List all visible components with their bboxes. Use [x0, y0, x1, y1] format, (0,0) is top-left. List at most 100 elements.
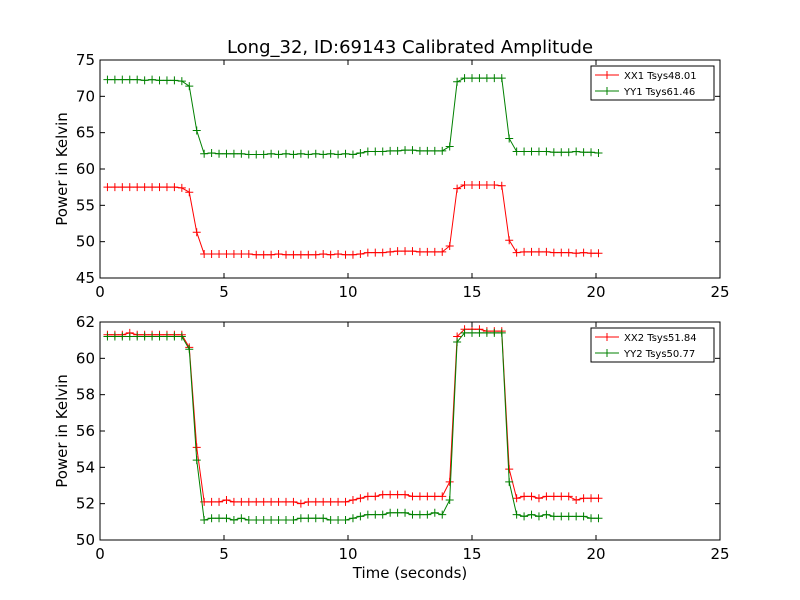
y-tick-label: 50 [76, 531, 95, 549]
data-point-marker [579, 494, 588, 503]
data-point-marker [348, 496, 357, 505]
data-point-marker [594, 514, 603, 523]
chart-title: Long_32, ID:69143 Calibrated Amplitude [227, 37, 593, 58]
data-point-marker [423, 146, 432, 155]
data-point-marker [334, 516, 343, 525]
data-point-marker [542, 247, 551, 256]
data-point-marker [378, 490, 387, 499]
data-point-marker [542, 147, 551, 156]
x-tick-label: 0 [95, 283, 105, 301]
data-point-marker [229, 516, 238, 525]
x-tick-label: 25 [710, 545, 729, 563]
legend-box [590, 65, 715, 101]
y-tick-label: 62 [76, 313, 95, 331]
data-point-marker [438, 510, 447, 519]
data-point-marker [192, 228, 201, 237]
data-point-marker [259, 516, 268, 525]
data-point-marker [497, 328, 506, 337]
data-point-marker [520, 247, 529, 256]
data-point-marker [289, 516, 298, 525]
data-point-marker [438, 146, 447, 155]
x-tick-label: 10 [338, 283, 357, 301]
data-point-marker [274, 497, 283, 506]
data-point-marker [363, 510, 372, 519]
bottom-panel: 0 5 10 15 20 25 50 52 54 56 58 60 62 Power in Kelvin X… [53, 313, 730, 563]
data-point-marker [371, 510, 380, 519]
data-point-marker [549, 492, 558, 501]
data-point-marker [304, 497, 313, 506]
x-axis-label: Time (seconds) [352, 564, 468, 582]
data-point-marker [468, 74, 476, 83]
data-point-marker [445, 242, 454, 251]
data-point-marker [587, 494, 596, 503]
y-tick-label: 58 [76, 386, 95, 404]
data-point-marker [453, 184, 462, 193]
data-point-marker [244, 150, 253, 159]
legend-box [590, 327, 715, 363]
data-point-marker [520, 492, 529, 501]
data-point-marker [445, 477, 454, 486]
data-point-marker [215, 149, 224, 158]
y-tick-label: 60 [76, 349, 95, 367]
data-point-marker [118, 332, 127, 341]
data-point-marker [252, 516, 261, 525]
data-point-marker [587, 148, 596, 157]
data-point-marker [252, 497, 261, 506]
data-point-marker [259, 497, 268, 506]
data-point-marker [475, 328, 484, 337]
data-point-marker [549, 248, 558, 257]
data-point-marker [162, 183, 171, 192]
data-point-marker [155, 332, 164, 341]
data-point-marker [587, 249, 596, 258]
data-point-marker [534, 147, 543, 156]
data-point-marker [453, 77, 462, 86]
data-point-marker [549, 148, 558, 157]
data-point-marker [386, 490, 395, 499]
data-point-marker [304, 250, 313, 259]
data-point-marker [185, 82, 194, 91]
data-point-marker [482, 328, 491, 337]
data-point-marker [386, 508, 395, 517]
data-point-marker [520, 147, 529, 156]
data-point-marker [475, 74, 484, 83]
y-tick-label: 54 [76, 458, 95, 476]
data-point-marker [103, 75, 112, 84]
data-point-marker [371, 248, 380, 257]
data-point-marker [348, 514, 357, 523]
data-point-marker [259, 150, 268, 159]
x-tick-label: 25 [710, 283, 729, 301]
data-point-marker [282, 149, 290, 158]
data-point-marker [177, 332, 186, 341]
data-point-marker [356, 494, 365, 503]
data-point-marker [460, 180, 469, 189]
data-point-marker [341, 149, 350, 158]
data-point-marker [110, 183, 119, 192]
x-tick-label: 20 [586, 283, 605, 301]
data-point-marker [267, 149, 276, 158]
data-point-marker [125, 183, 134, 192]
data-point-marker [311, 149, 320, 158]
data-point-marker [311, 497, 320, 506]
data-point-marker [207, 497, 216, 506]
data-point-marker [237, 250, 246, 259]
data-point-marker [534, 494, 543, 503]
data-point-marker [296, 514, 305, 523]
legend: XX2 Tsys51.84 YY2 Tsys50.77 [590, 327, 715, 363]
data-point-marker [423, 247, 432, 256]
data-point-marker [572, 512, 581, 521]
data-point-marker [259, 250, 268, 259]
data-point-marker [572, 249, 581, 258]
data-point-marker [326, 149, 335, 158]
data-point-marker [341, 497, 350, 506]
x-tick-label: 5 [219, 545, 229, 563]
data-point-marker [244, 250, 253, 259]
series-2 [103, 328, 603, 525]
data-point-marker [408, 146, 417, 155]
data-point-marker [296, 250, 305, 259]
data-point-marker [319, 150, 328, 159]
data-point-marker [118, 75, 127, 84]
data-point-marker [542, 492, 551, 501]
data-point-marker [401, 508, 410, 517]
data-point-marker [527, 510, 536, 519]
y-axis-label: Power in Kelvin [53, 374, 71, 488]
